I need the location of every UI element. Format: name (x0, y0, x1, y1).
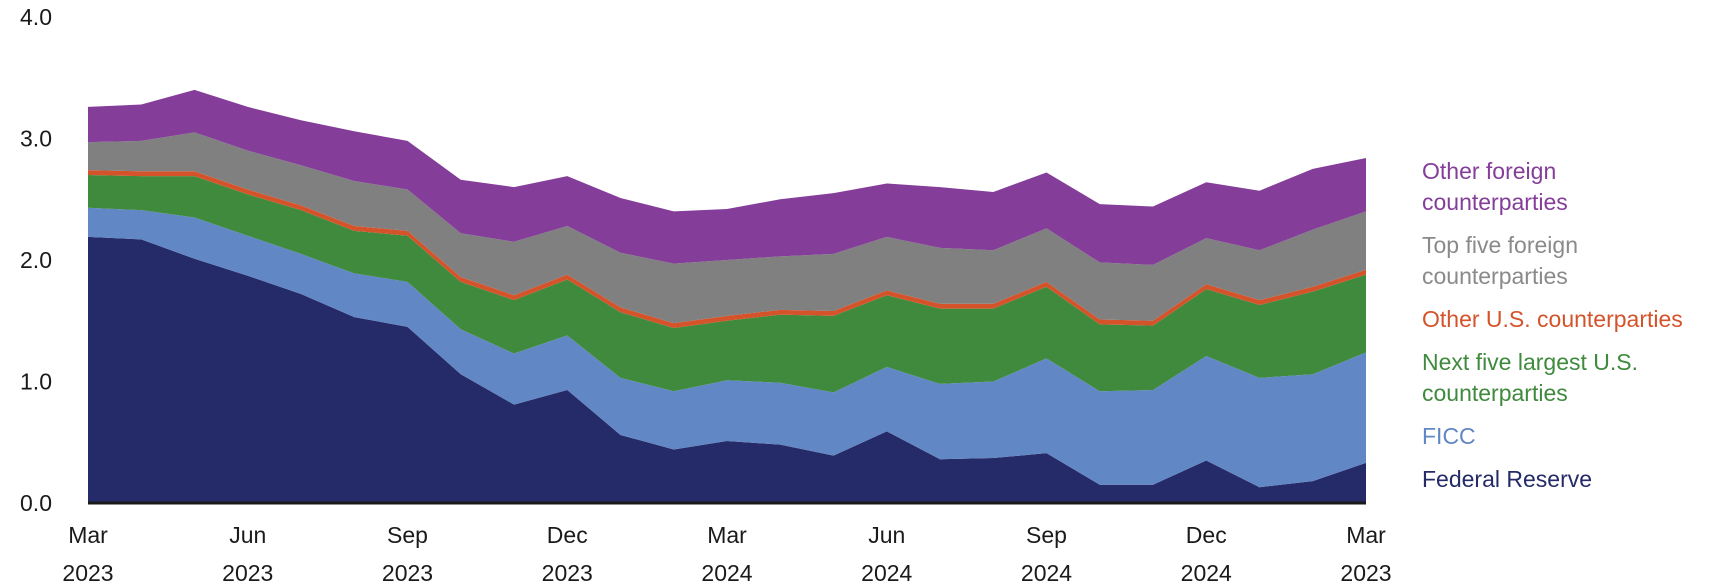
legend-label: Top five foreign (1422, 232, 1578, 258)
x-tick-year: 2023 (1340, 560, 1391, 584)
y-tick-label: 4.0 (20, 4, 52, 30)
legend-label: counterparties (1422, 263, 1568, 289)
y-tick-label: 1.0 (20, 369, 52, 395)
x-tick-year: 2023 (62, 560, 113, 584)
x-tick-year: 2024 (701, 560, 752, 584)
x-tick-year: 2023 (222, 560, 273, 584)
y-tick-label: 2.0 (20, 247, 52, 273)
legend-label: Federal Reserve (1422, 466, 1593, 492)
area-layers (88, 89, 1366, 504)
legend-label: counterparties (1422, 380, 1568, 406)
x-tick-month: Mar (68, 522, 108, 548)
x-tick-year: 2024 (1181, 560, 1232, 584)
legend-item-other-foreign-counterparties: Other foreign counterparties (1422, 156, 1683, 218)
x-tick-year: 2024 (1021, 560, 1072, 584)
x-tick-month: Dec (547, 522, 588, 548)
legend-label: Other U.S. counterparties (1422, 306, 1683, 332)
x-tick-month: Dec (1186, 522, 1227, 548)
x-tick-year: 2023 (382, 560, 433, 584)
area-other-foreign-counterparties (88, 89, 1366, 265)
x-tick-month: Sep (387, 522, 428, 548)
legend-label: counterparties (1422, 189, 1568, 215)
x-tick-month: Jun (868, 522, 905, 548)
area-ficc (88, 207, 1366, 488)
y-tick-label: 3.0 (20, 126, 52, 152)
x-tick-month: Mar (1346, 522, 1386, 548)
area-top-five-foreign-counterparties (88, 132, 1366, 324)
y-tick-label: 0.0 (20, 490, 52, 516)
legend-item-other-u-s-counterparties: Other U.S. counterparties (1422, 304, 1683, 335)
legend-label: FICC (1422, 423, 1476, 449)
x-tick-year: 2024 (861, 560, 912, 584)
legend: Other foreign counterparties Top five fore… (1422, 156, 1683, 495)
x-tick-month: Sep (1026, 522, 1067, 548)
legend-item-ficc: FICC (1422, 421, 1683, 452)
x-tick-month: Jun (229, 522, 266, 548)
legend-item-federal-reserve: Federal Reserve (1422, 464, 1683, 495)
x-tick-year: 2023 (542, 560, 593, 584)
area-next-five-largest-u-s-counterparties (88, 174, 1366, 393)
legend-label: Other foreign (1422, 158, 1557, 184)
legend-label: Next five largest U.S. (1422, 349, 1639, 375)
x-tick-month: Mar (707, 522, 747, 548)
legend-item-next-five-largest-u-s-counterparties: Next five largest U.S. counterparties (1422, 347, 1683, 409)
area-federal-reserve (88, 236, 1366, 504)
axes: 0.0 1.0 2.0 3.0 4.0 Mar 2023 Jun 2023 Sep 2023 Dec 2… (20, 4, 1392, 584)
legend-item-top-five-foreign-counterparties: Top five foreign counterparties (1422, 230, 1683, 292)
